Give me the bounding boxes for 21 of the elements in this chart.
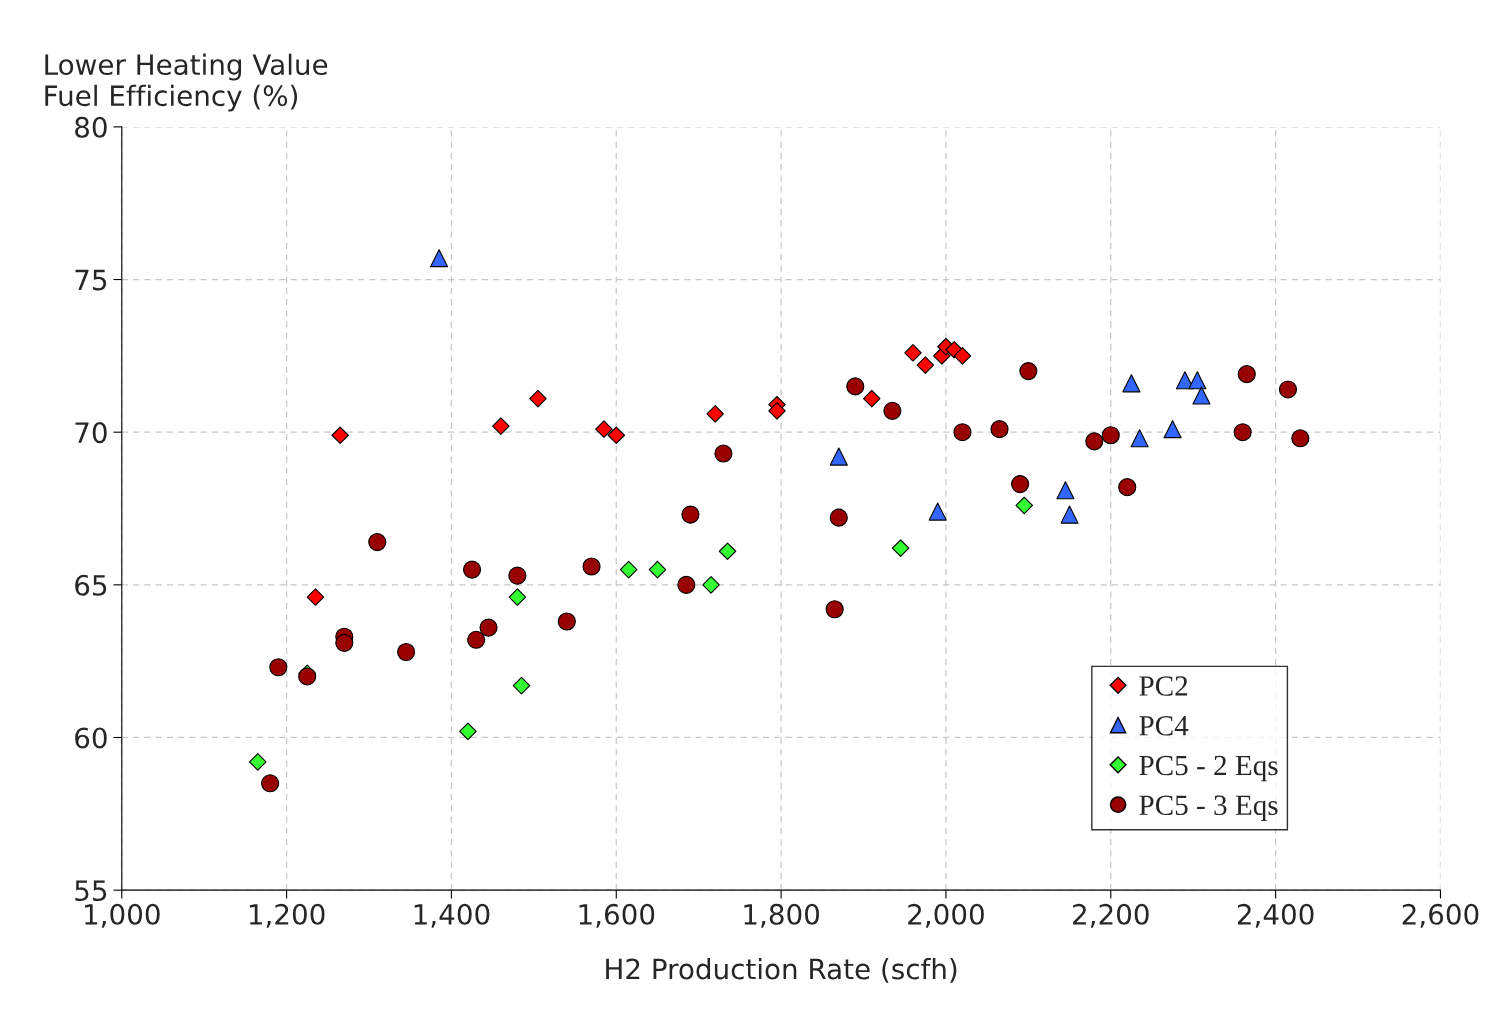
- x-tick-label: 2,600: [1402, 903, 1479, 928]
- x-tick-label: 1,800: [744, 903, 820, 928]
- legend-label: PC5 - 2 Eqs: [1139, 755, 1278, 782]
- x-tick-label: 1,400: [414, 903, 490, 928]
- legend-label: PC2: [1139, 676, 1188, 696]
- y-tick-label: 60: [75, 727, 107, 749]
- x-axis-title: H2 Production Rate (scfh): [606, 958, 957, 983]
- legend-label: PC4: [1139, 715, 1189, 736]
- y-tick-label: 65: [75, 574, 107, 596]
- x-tick-label: 2,000: [908, 903, 984, 928]
- x-tick-label: 1,600: [579, 903, 655, 928]
- y-tick-label: 70: [75, 422, 107, 444]
- x-tick-label: 2,400: [1237, 903, 1314, 928]
- y-tick-label: 75: [75, 269, 107, 291]
- y-axis-title: Lower Heating Value Fuel Efficiency (%): [45, 53, 328, 112]
- x-tick-label: 1,000: [85, 903, 160, 928]
- x-tick-label: 2,200: [1073, 903, 1149, 928]
- y-tick-label: 80: [75, 116, 107, 138]
- legend-label: PC5 - 3 Eqs: [1139, 795, 1278, 822]
- x-tick-label: 1,200: [249, 903, 325, 928]
- y-tick-label: 55: [75, 880, 107, 902]
